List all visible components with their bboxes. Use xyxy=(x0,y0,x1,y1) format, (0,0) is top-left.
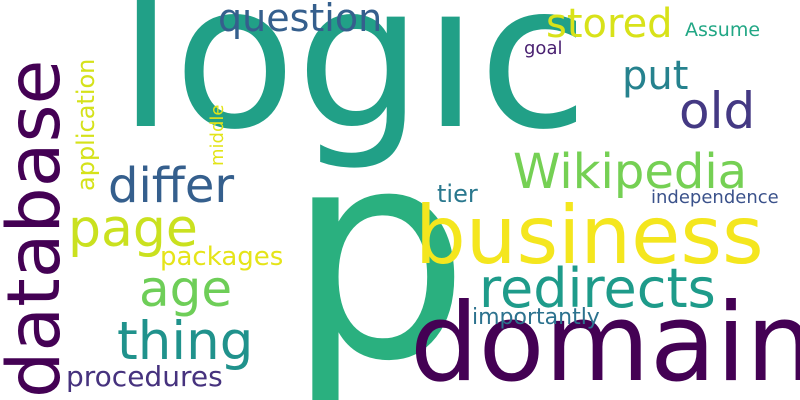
word-domain: domain xyxy=(410,281,800,400)
word-p: p xyxy=(286,88,471,400)
word-importantly: importantly xyxy=(472,305,600,330)
word-page: page xyxy=(68,199,198,259)
word-thing: thing xyxy=(117,311,254,372)
word-middle: middle xyxy=(207,104,228,166)
word-goal: goal xyxy=(524,38,563,59)
word-logic: logic xyxy=(118,0,589,174)
word-redirects: redirects xyxy=(479,257,716,320)
word-stored: stored xyxy=(546,1,673,47)
word-database: database xyxy=(0,59,77,398)
word-put: put xyxy=(622,53,689,99)
word-differ: differ xyxy=(108,158,235,214)
word-wikipedia: Wikipedia xyxy=(513,144,748,200)
word-age: age xyxy=(139,260,233,318)
word-tier: tier xyxy=(437,180,478,208)
word-application: application xyxy=(72,58,100,191)
word-procedures: procedures xyxy=(66,360,223,393)
word-assume: Assume xyxy=(685,19,761,41)
word-packages: packages xyxy=(160,242,284,272)
word-independence: independence xyxy=(651,187,779,208)
word-business: business xyxy=(415,189,764,282)
word-question: question xyxy=(218,0,383,40)
word-old: old xyxy=(679,82,756,140)
